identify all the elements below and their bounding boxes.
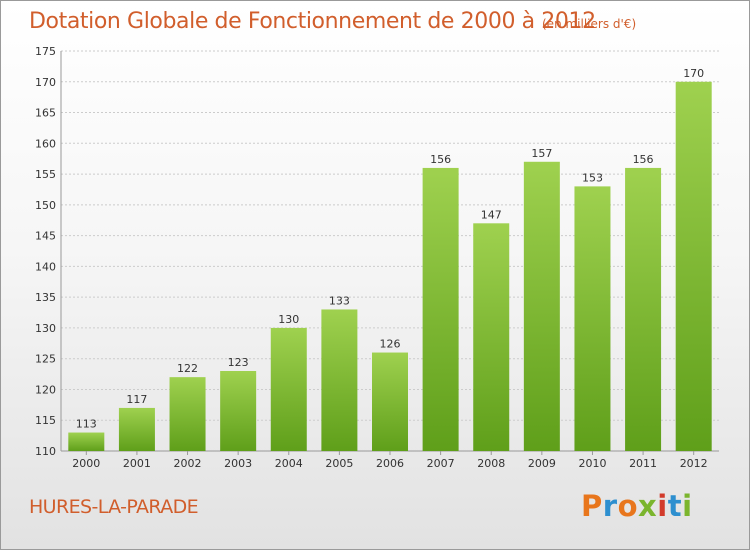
- x-tick-label: 2011: [629, 457, 657, 470]
- y-tick-label: 175: [35, 45, 56, 58]
- logo-letter: o: [617, 489, 639, 523]
- bar-2004: [270, 327, 307, 451]
- y-axis-ticks: 110 115 120 125 130 135 140 145 150 155 160 165 170 1…: [35, 45, 56, 458]
- x-tick-label: 2008: [477, 457, 505, 470]
- y-tick-label: 145: [35, 230, 56, 243]
- x-tick-label: 2010: [578, 457, 606, 470]
- bar-value-labels: 113 117 122 123 130 133 126 156 147 157 153 156 170: [76, 67, 704, 431]
- commune-name: HURES-LA-PARADE: [29, 496, 199, 518]
- y-tick-label: 115: [35, 414, 56, 427]
- x-tick-label: 2012: [680, 457, 708, 470]
- x-axis-ticks: 2000 2001 2002 2003 2004 2005 2006 2007 2008 2009…: [72, 451, 708, 470]
- logo-letter: t: [667, 489, 683, 523]
- x-tick-label: 2001: [123, 457, 151, 470]
- bar-value-label: 113: [76, 418, 97, 431]
- bar-2012: [675, 81, 712, 452]
- logo-letter: i: [657, 489, 668, 523]
- bar-2005: [321, 309, 358, 451]
- bar-value-label: 156: [633, 153, 654, 166]
- bar-value-label: 156: [430, 153, 451, 166]
- bar-2003: [220, 371, 257, 451]
- bar-2008: [473, 223, 510, 451]
- bar-2000: [68, 432, 105, 451]
- bar-value-label: 170: [683, 67, 704, 80]
- x-tick-label: 2006: [376, 457, 404, 470]
- bar-value-label: 126: [380, 338, 401, 351]
- x-tick-label: 2004: [275, 457, 303, 470]
- x-tick-label: 2002: [174, 457, 202, 470]
- bar-value-label: 123: [228, 356, 249, 369]
- bar-2009: [523, 161, 560, 451]
- bar-value-label: 133: [329, 294, 350, 307]
- y-tick-label: 135: [35, 291, 56, 304]
- y-tick-label: 140: [35, 260, 56, 273]
- y-tick-label: 125: [35, 353, 56, 366]
- y-tick-label: 170: [35, 76, 56, 89]
- bar-2007: [422, 167, 459, 451]
- proxiti-logo: Proxiti: [581, 489, 693, 523]
- y-tick-label: 165: [35, 107, 56, 120]
- bars: [68, 81, 712, 452]
- bar-value-label: 147: [481, 208, 502, 221]
- bar-value-label: 130: [278, 313, 299, 326]
- x-tick-label: 2003: [224, 457, 252, 470]
- x-tick-label: 2000: [72, 457, 100, 470]
- x-tick-label: 2005: [325, 457, 353, 470]
- bar-2010: [574, 186, 611, 451]
- y-tick-label: 130: [35, 322, 56, 335]
- bar-2011: [625, 167, 662, 451]
- bar-2006: [372, 352, 408, 451]
- bar-value-label: 122: [177, 362, 198, 375]
- bar-2001: [118, 407, 155, 451]
- logo-letter: r: [602, 489, 618, 523]
- x-tick-label: 2009: [528, 457, 556, 470]
- bar-value-label: 153: [582, 171, 603, 184]
- y-tick-label: 120: [35, 383, 56, 396]
- bar-value-label: 157: [531, 147, 552, 160]
- y-tick-label: 160: [35, 137, 56, 150]
- logo-letter: P: [581, 489, 603, 523]
- bar-2002: [169, 377, 206, 451]
- logo-letter: i: [682, 489, 693, 523]
- y-tick-label: 155: [35, 168, 56, 181]
- chart-subtitle: (en milliers d'€): [542, 17, 637, 31]
- logo-letter: x: [638, 489, 658, 523]
- y-tick-label: 110: [35, 445, 56, 458]
- bar-value-label: 117: [126, 393, 147, 406]
- chart-title: Dotation Globale de Fonctionnement de 20…: [29, 9, 596, 34]
- x-tick-label: 2007: [427, 457, 455, 470]
- y-tick-label: 150: [35, 199, 56, 212]
